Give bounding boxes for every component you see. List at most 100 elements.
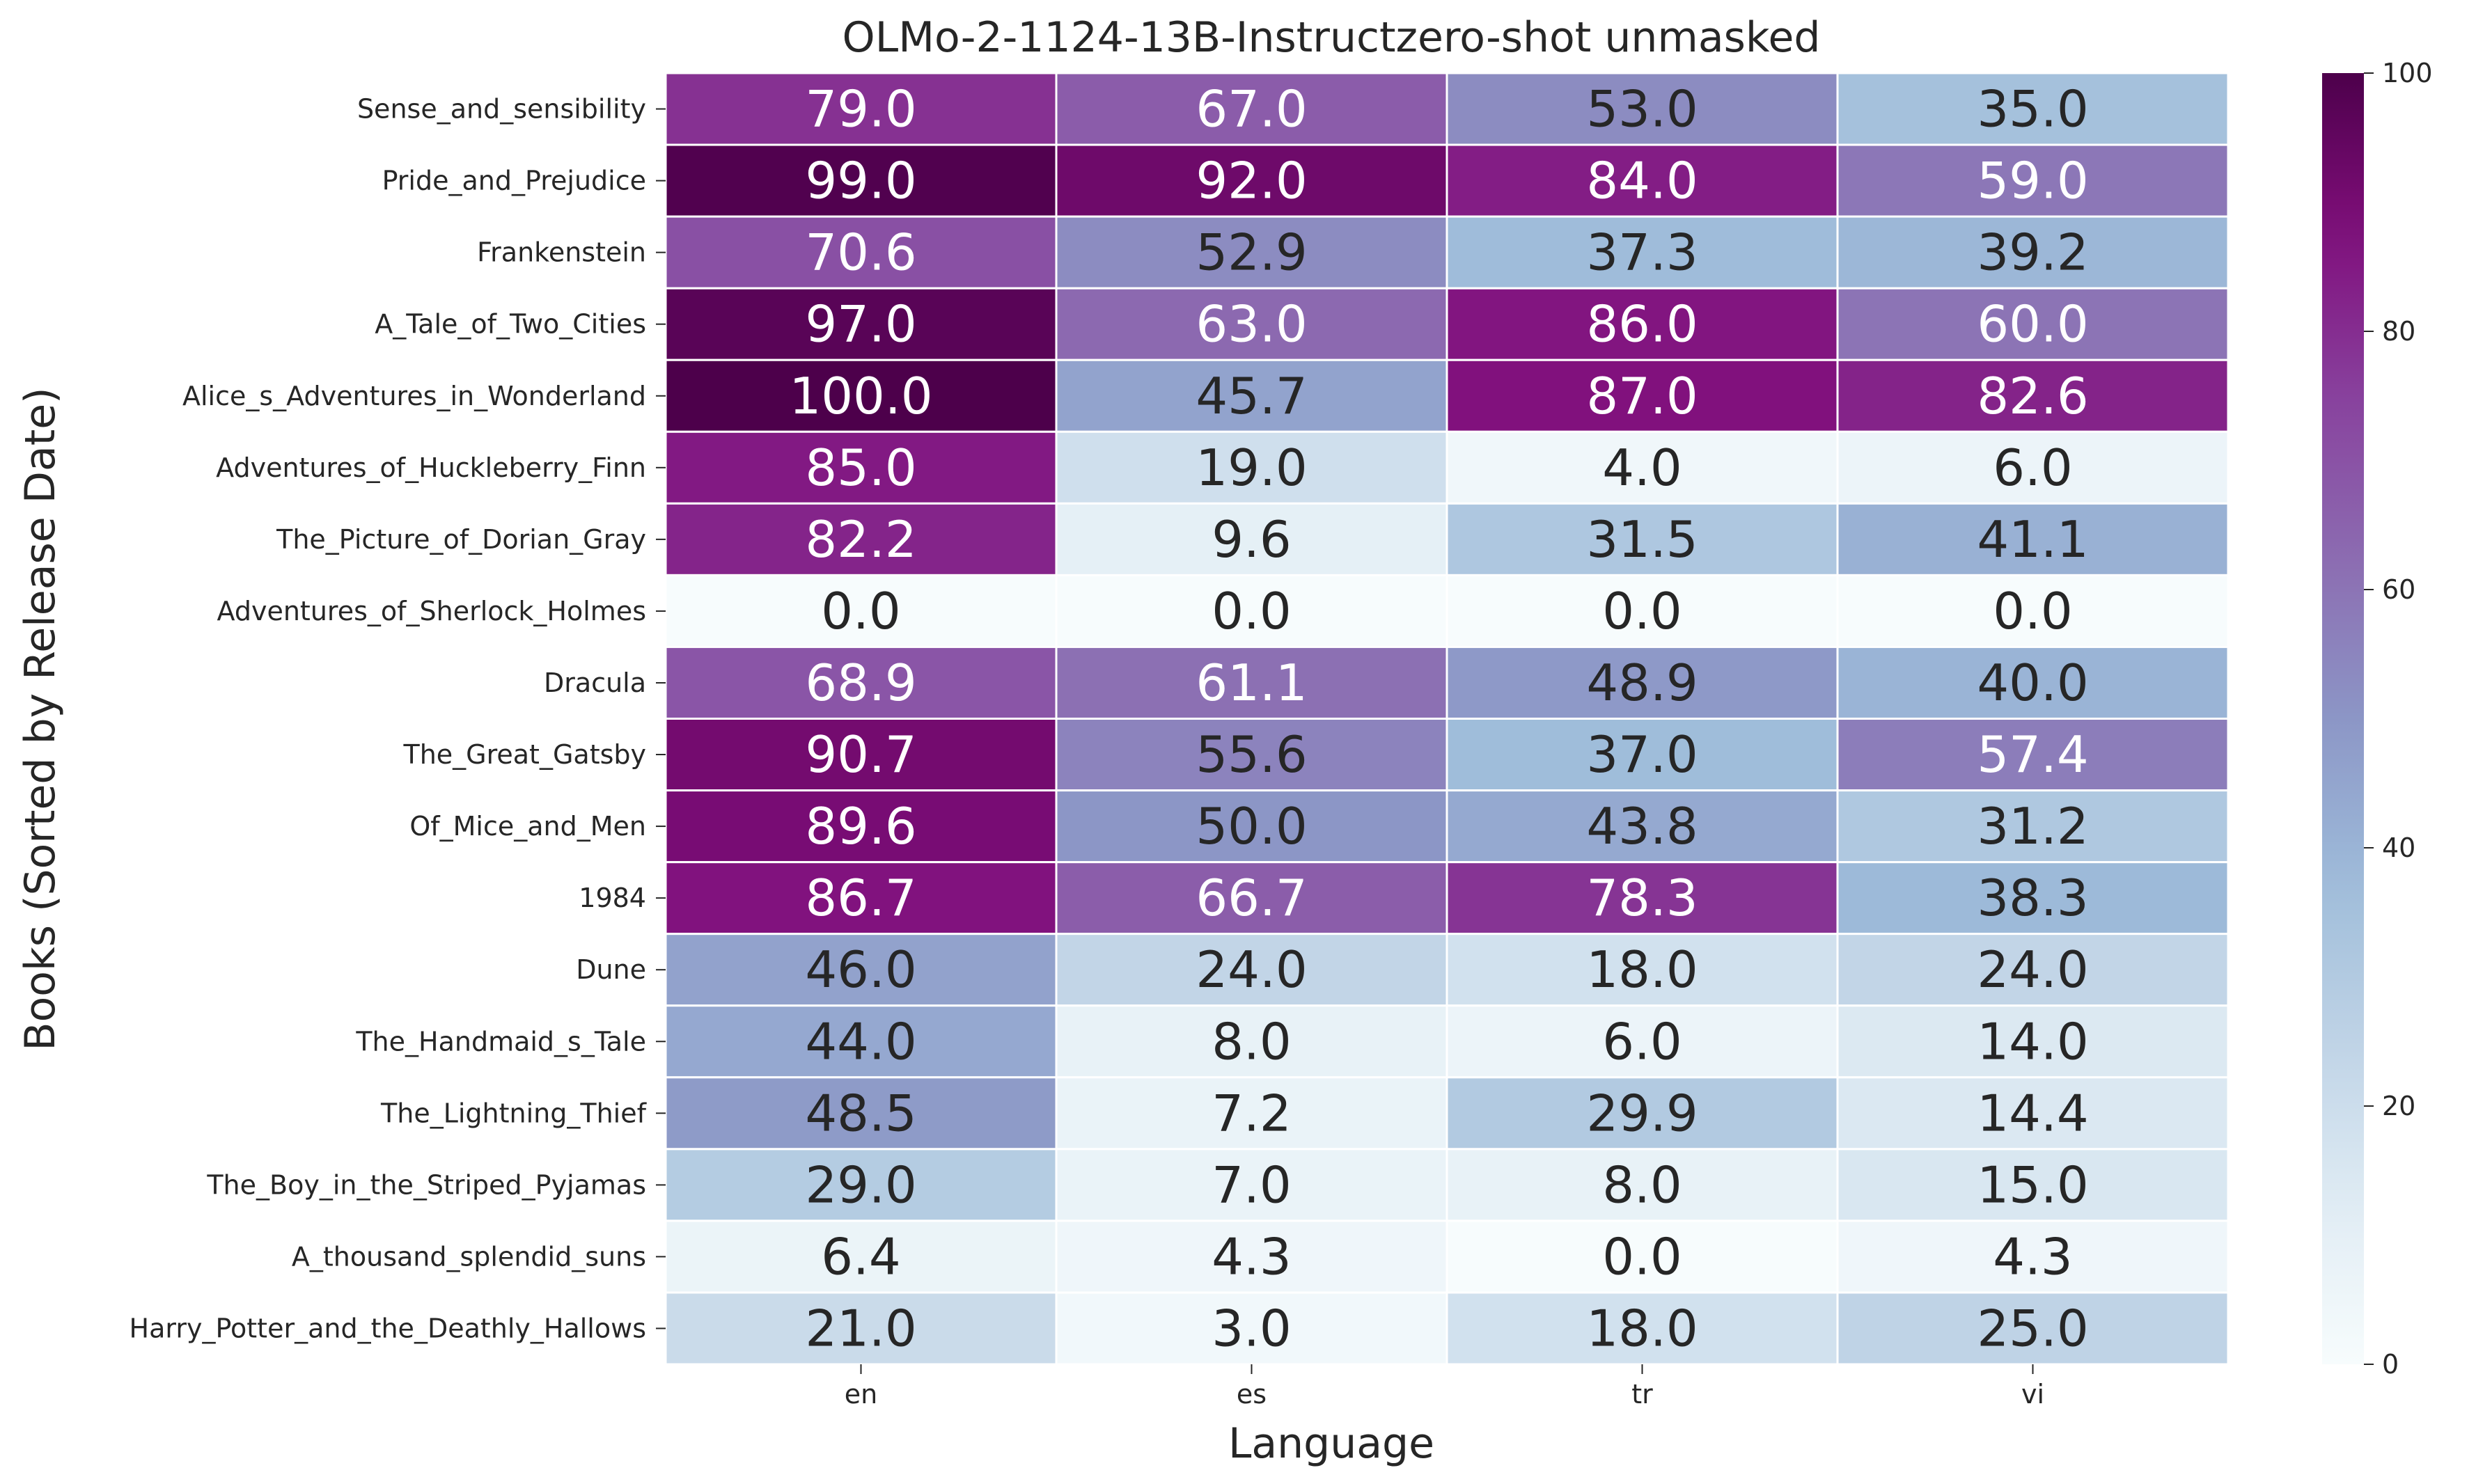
cell-value-label: 99.0: [805, 152, 916, 210]
cell-value-label: 46.0: [805, 940, 916, 999]
cell-value-label: 57.4: [1977, 725, 2088, 784]
heatmap-cell: [1445, 933, 1839, 1007]
heatmap-cell: [1445, 1076, 1839, 1151]
heatmap-cell: [1055, 72, 1448, 146]
cell-value-label: 53.0: [1586, 80, 1698, 139]
heatmap-cell: [1055, 1291, 1448, 1366]
y-tick-labels: Sense_and_sensibility Pride_and_Prejudice…: [130, 94, 666, 1343]
cell-value-label: 84.0: [1586, 152, 1698, 210]
cell-value-label: 48.5: [805, 1084, 916, 1142]
heatmap-cell: [1055, 1004, 1448, 1079]
cell-value-label: 59.0: [1977, 152, 2088, 210]
heatmap-cell: [664, 718, 1058, 792]
heatmap-cell: [1836, 1219, 2230, 1294]
heatmap-cell: [1836, 358, 2230, 433]
cell-value-label: 82.6: [1977, 367, 2088, 425]
cell-value-label: 66.7: [1196, 869, 1307, 927]
cell-value-label: 50.0: [1196, 797, 1307, 855]
colorbar-ticks: 0 20 40 60 80 100: [2364, 58, 2433, 1380]
cell-value-label: 7.0: [1212, 1155, 1292, 1214]
heatmap-cell: [1445, 574, 1839, 648]
y-tick-label: Adventures_of_Huckleberry_Finn: [216, 452, 646, 483]
heatmap-cell: [664, 933, 1058, 1007]
cell-value-label: 55.6: [1196, 725, 1307, 784]
y-tick-label: The_Handmaid_s_Tale: [355, 1026, 646, 1057]
cell-value-label: 8.0: [1212, 1012, 1292, 1071]
heatmap-cell: [1836, 1004, 2230, 1079]
heatmap-cell: [1445, 1004, 1839, 1079]
cell-value-label: 15.0: [1977, 1155, 2088, 1214]
heatmap-cell: [1055, 287, 1448, 361]
heatmap-cell: [1836, 215, 2230, 290]
x-tick-label: vi: [2021, 1379, 2044, 1410]
x-tick-label: tr: [1631, 1379, 1653, 1410]
heatmap-cell: [664, 72, 1058, 146]
cell-value-label: 40.0: [1977, 654, 2088, 712]
cell-value-label: 45.7: [1196, 367, 1307, 425]
cell-value-label: 0.0: [821, 582, 901, 640]
heatmap-cell: [664, 574, 1058, 648]
cell-value-label: 6.0: [1993, 439, 2073, 497]
y-axis-label: Books (Sorted by Release Date): [16, 387, 65, 1050]
cell-value-label: 6.4: [821, 1227, 901, 1286]
cell-value-label: 14.0: [1977, 1012, 2088, 1071]
y-tick-label: A_thousand_splendid_suns: [292, 1241, 646, 1272]
heatmap-cell: [1836, 1148, 2230, 1222]
cell-value-label: 24.0: [1977, 940, 2088, 999]
cell-value-label: 86.0: [1586, 295, 1698, 354]
cell-value-label: 97.0: [805, 295, 916, 354]
cell-value-label: 19.0: [1196, 439, 1307, 497]
cell-value-label: 4.3: [1212, 1227, 1292, 1286]
colorbar-tick-label: 40: [2382, 832, 2415, 863]
cell-value-label: 63.0: [1196, 295, 1307, 354]
cell-value-label: 7.2: [1212, 1084, 1292, 1142]
heatmap-cell: [1836, 933, 2230, 1007]
cell-value-label: 0.0: [1602, 582, 1682, 640]
x-tick-label: es: [1237, 1379, 1267, 1410]
y-tick-label: The_Boy_in_the_Striped_Pyjamas: [206, 1169, 646, 1200]
cell-value-label: 68.9: [805, 654, 916, 712]
colorbar-tick-label: 20: [2382, 1091, 2415, 1121]
heatmap-cells: 79.0 67.0 53.0 35.0 99.0 92.0 84.0 59.0 70.6 52.9…: [664, 72, 2230, 1366]
cell-value-label: 25.0: [1977, 1299, 2088, 1357]
y-tick-label: Of_Mice_and_Men: [409, 811, 646, 842]
cell-value-label: 52.9: [1196, 223, 1307, 282]
heatmap-cell: [1445, 1219, 1839, 1294]
cell-value-label: 67.0: [1196, 80, 1307, 139]
cell-value-label: 0.0: [1602, 1227, 1682, 1286]
heatmap-cell: [1445, 718, 1839, 792]
cell-value-label: 18.0: [1586, 1299, 1698, 1357]
colorbar-tick-label: 100: [2382, 58, 2433, 88]
heatmap-cell: [1445, 430, 1839, 505]
heatmap-cell: [1445, 861, 1839, 936]
cell-value-label: 14.4: [1977, 1084, 2088, 1142]
x-axis-label: Language: [1228, 1419, 1434, 1468]
cell-value-label: 4.3: [1993, 1227, 2073, 1286]
heatmap-cell: [1055, 358, 1448, 433]
y-tick-label: The_Lightning_Thief: [380, 1098, 648, 1128]
cell-value-label: 38.3: [1977, 869, 2088, 927]
heatmap-cell: [1445, 789, 1839, 864]
x-tick-labels: en es tr vi: [845, 1364, 2044, 1410]
cell-value-label: 6.0: [1602, 1012, 1682, 1071]
cell-value-label: 79.0: [805, 80, 916, 139]
cell-value-label: 21.0: [805, 1299, 916, 1357]
cell-value-label: 90.7: [805, 725, 916, 784]
heatmap-cell: [1836, 502, 2230, 576]
heatmap-cell: [1836, 789, 2230, 864]
y-tick-label: A_Tale_of_Two_Cities: [375, 309, 646, 340]
x-tick-label: en: [845, 1379, 877, 1410]
heatmap-cell: [1836, 645, 2230, 720]
colorbar-tick-label: 60: [2382, 574, 2415, 605]
cell-value-label: 89.6: [805, 797, 916, 855]
cell-value-label: 39.2: [1977, 223, 2088, 282]
heatmap-cell: [1055, 789, 1448, 864]
cell-value-label: 0.0: [1212, 582, 1292, 640]
cell-value-label: 41.1: [1977, 510, 2088, 569]
y-tick-label: 1984: [579, 883, 646, 913]
cell-value-label: 86.7: [805, 869, 916, 927]
y-tick-label: Adventures_of_Sherlock_Holmes: [217, 596, 646, 626]
heatmap-cell: [1445, 72, 1839, 146]
cell-value-label: 31.5: [1586, 510, 1698, 569]
